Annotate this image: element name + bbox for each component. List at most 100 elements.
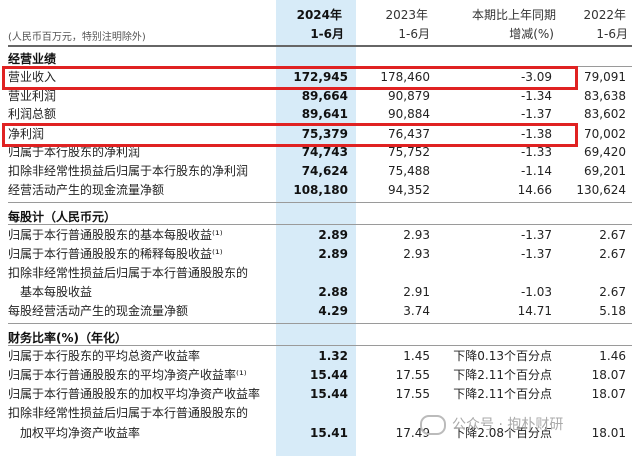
row-label: 营业利润 xyxy=(8,89,57,103)
header-2024-year: 2024年 xyxy=(296,8,342,22)
value-2022: 69,420 xyxy=(584,145,626,159)
value-2024: 74,624 xyxy=(301,164,348,178)
value-change: -1.37 xyxy=(520,247,552,261)
highlight-box-revenue xyxy=(2,66,578,90)
value-2024: 15.41 xyxy=(310,426,348,440)
highlight-box-net-profit xyxy=(2,123,578,147)
table-row: 归属于本行普通股股东的加权平均净资产收益率 15.44 17.55 下降2.11… xyxy=(0,386,640,403)
value-2022: 69,201 xyxy=(584,164,626,178)
header-2022-period: 1-6月 xyxy=(596,27,628,41)
table-row: 归属于本行股东的净利润 74,743 75,752 -1.33 69,420 xyxy=(0,144,640,161)
table-row: 基本每股收益 2.88 2.91 -1.03 2.67 xyxy=(0,284,640,301)
value-2022: 79,091 xyxy=(584,70,626,84)
section-title-per-share: 每股计（人民币元） xyxy=(8,210,117,224)
header-2022-year: 2022年 xyxy=(583,8,626,22)
row-label: 净利润 xyxy=(8,127,45,141)
units-note: (人民币百万元，特别注明除外) xyxy=(8,32,146,43)
value-2022: 18.07 xyxy=(591,368,626,382)
value-2023: 178,460 xyxy=(380,70,430,84)
section-rule xyxy=(8,323,632,324)
value-2023: 90,879 xyxy=(388,89,430,103)
value-2024: 75,379 xyxy=(301,127,348,141)
value-change: -1.33 xyxy=(520,145,552,159)
value-2024: 2.88 xyxy=(318,285,348,299)
header-2023-year: 2023年 xyxy=(385,8,428,22)
section-title-ratios: 财务比率(%)（年化） xyxy=(8,331,127,345)
watermark: 公众号 · 抱朴财研 xyxy=(420,414,563,435)
value-change: -1.37 xyxy=(520,228,552,242)
value-2022: 5.18 xyxy=(599,304,626,318)
row-label: 经营活动产生的现金流量净额 xyxy=(8,183,165,197)
header-change-top: 本期比上年同期 xyxy=(471,8,556,22)
header-change-bottom: 增减(%) xyxy=(509,27,554,41)
value-change: 下降2.11个百分点 xyxy=(453,368,552,382)
table-row: 营业收入 172,945 178,460 -3.09 79,091 xyxy=(0,69,640,86)
value-change: 下降2.08个百分点 xyxy=(453,426,552,440)
value-2023: 3.74 xyxy=(403,304,430,318)
value-2024: 74,743 xyxy=(301,145,348,159)
value-2022: 2.67 xyxy=(599,247,626,261)
value-2023: 17.55 xyxy=(395,368,430,382)
watermark-text: 公众号 · 抱朴财研 xyxy=(452,417,564,433)
value-2023: 75,488 xyxy=(388,164,430,178)
value-change: -1.38 xyxy=(520,127,552,141)
row-label: 加权平均净资产收益率 xyxy=(20,426,141,440)
value-2024: 1.32 xyxy=(318,349,348,363)
row-label: 归属于本行股东的净利润 xyxy=(8,145,141,159)
header-rule xyxy=(8,45,632,47)
row-label: 利润总额 xyxy=(8,107,57,121)
row-label: 归属于本行股东的平均总资产收益率 xyxy=(8,349,201,363)
row-label: 扣除非经常性损益后归属于本行股东的净利润 xyxy=(8,164,249,178)
value-change: 14.71 xyxy=(517,304,552,318)
value-2023: 2.93 xyxy=(403,247,430,261)
table-row: 归属于本行普通股股东的基本每股收益⁽¹⁾ 2.89 2.93 -1.37 2.6… xyxy=(0,227,640,244)
value-2024: 4.29 xyxy=(318,304,348,318)
table-row: 扣除非经常性损益后归属于本行股东的净利润 74,624 75,488 -1.14… xyxy=(0,163,640,180)
table-row: 净利润 75,379 76,437 -1.38 70,002 xyxy=(0,126,640,143)
row-label: 营业收入 xyxy=(8,70,57,84)
value-2022: 2.67 xyxy=(599,285,626,299)
row-label: 归属于本行普通股股东的稀释每股收益⁽¹⁾ xyxy=(8,247,223,261)
table-row: 归属于本行普通股股东的平均净资产收益率⁽¹⁾ 15.44 17.55 下降2.1… xyxy=(0,367,640,384)
value-change: 14.66 xyxy=(517,183,552,197)
value-change: 下降2.11个百分点 xyxy=(453,387,552,401)
value-2022: 70,002 xyxy=(584,127,626,141)
value-2023: 2.93 xyxy=(403,228,430,242)
value-2022: 83,602 xyxy=(584,107,626,121)
value-2022: 2.67 xyxy=(599,228,626,242)
row-label: 基本每股收益 xyxy=(20,285,93,299)
value-2024: 2.89 xyxy=(318,247,348,261)
table-row: 归属于本行股东的平均总资产收益率 1.32 1.45 下降0.13个百分点 1.… xyxy=(0,348,640,365)
wechat-icon xyxy=(420,415,446,435)
value-2023: 1.45 xyxy=(403,349,430,363)
row-label: 扣除非经常性损益后归属于本行普通股股东的 xyxy=(8,406,249,420)
table-row: 扣除非经常性损益后归属于本行普通股股东的 xyxy=(0,265,640,282)
section-rule xyxy=(8,224,632,225)
table-row: 每股经营活动产生的现金流量净额 4.29 3.74 14.71 5.18 xyxy=(0,303,640,320)
table-row: 扣除非经常性损益后归属于本行普通股股东的 xyxy=(0,405,640,422)
table-row: 经营活动产生的现金流量净额 108,180 94,352 14.66 130,6… xyxy=(0,182,640,199)
row-label: 每股经营活动产生的现金流量净额 xyxy=(8,304,189,318)
row-label: 归属于本行普通股股东的加权平均净资产收益率 xyxy=(8,387,261,401)
section-rule xyxy=(8,202,632,203)
value-2024: 2.89 xyxy=(318,228,348,242)
section-rule xyxy=(8,345,632,346)
table-row: 营业利润 89,664 90,879 -1.34 83,638 xyxy=(0,88,640,105)
value-2023: 17.55 xyxy=(395,387,430,401)
value-change: -1.37 xyxy=(520,107,552,121)
value-change: -1.14 xyxy=(520,164,552,178)
value-2022: 83,638 xyxy=(584,89,626,103)
value-change: 下降0.13个百分点 xyxy=(453,349,552,363)
value-2024: 89,664 xyxy=(301,89,348,103)
value-2023: 75,752 xyxy=(388,145,430,159)
row-label: 归属于本行普通股股东的平均净资产收益率⁽¹⁾ xyxy=(8,368,247,382)
value-2023: 2.91 xyxy=(403,285,430,299)
value-2024: 172,945 xyxy=(293,70,348,84)
value-2023: 90,884 xyxy=(388,107,430,121)
value-change: -1.34 xyxy=(520,89,552,103)
value-2022: 18.07 xyxy=(591,387,626,401)
value-2022: 1.46 xyxy=(599,349,626,363)
table-row: 归属于本行普通股股东的稀释每股收益⁽¹⁾ 2.89 2.93 -1.37 2.6… xyxy=(0,246,640,263)
value-change: -3.09 xyxy=(520,70,552,84)
